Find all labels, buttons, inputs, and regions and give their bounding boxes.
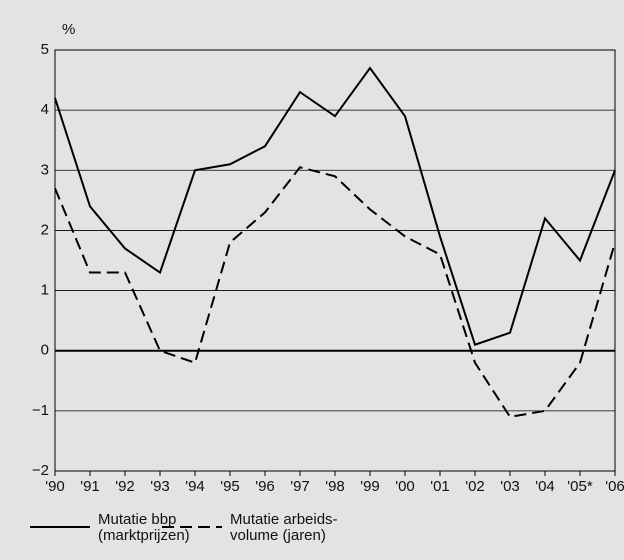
y-tick-label: 2 — [41, 221, 49, 238]
y-tick-label: 1 — [41, 282, 49, 299]
y-tick-label: 5 — [41, 41, 49, 58]
x-tick-label: '90 — [45, 478, 65, 495]
x-tick-label: '96 — [255, 478, 275, 495]
x-tick-label: '98 — [325, 478, 345, 495]
x-tick-label: '03 — [500, 478, 520, 495]
x-tick-label: '04 — [535, 478, 555, 495]
x-tick-label: '95 — [220, 478, 240, 495]
x-tick-label: '01 — [430, 478, 450, 495]
y-tick-label: −2 — [32, 462, 49, 479]
x-tick-label: '05* — [567, 478, 593, 495]
x-tick-label: '06 — [605, 478, 624, 495]
y-tick-label: 0 — [41, 342, 49, 359]
x-tick-label: '02 — [465, 478, 485, 495]
y-axis-label: % — [62, 21, 75, 38]
plot-frame — [54, 49, 616, 472]
x-tick-label: '93 — [150, 478, 170, 495]
y-tick-label: −1 — [32, 402, 49, 419]
x-tick-label: '99 — [360, 478, 380, 495]
y-tick-label: 3 — [41, 161, 49, 178]
line-series — [54, 166, 616, 418]
x-tick-label: '00 — [395, 478, 415, 495]
x-tick-label: '91 — [80, 478, 100, 495]
x-tick-label: '97 — [290, 478, 310, 495]
legend-label: Mutatie arbeids-volume (jaren) — [230, 511, 338, 544]
x-tick-label: '94 — [185, 478, 205, 495]
x-tick-label: '92 — [115, 478, 135, 495]
legend-label: Mutatie bbp (marktprijzen) — [98, 511, 190, 544]
y-tick-label: 4 — [41, 101, 49, 118]
line-series — [54, 66, 616, 346]
